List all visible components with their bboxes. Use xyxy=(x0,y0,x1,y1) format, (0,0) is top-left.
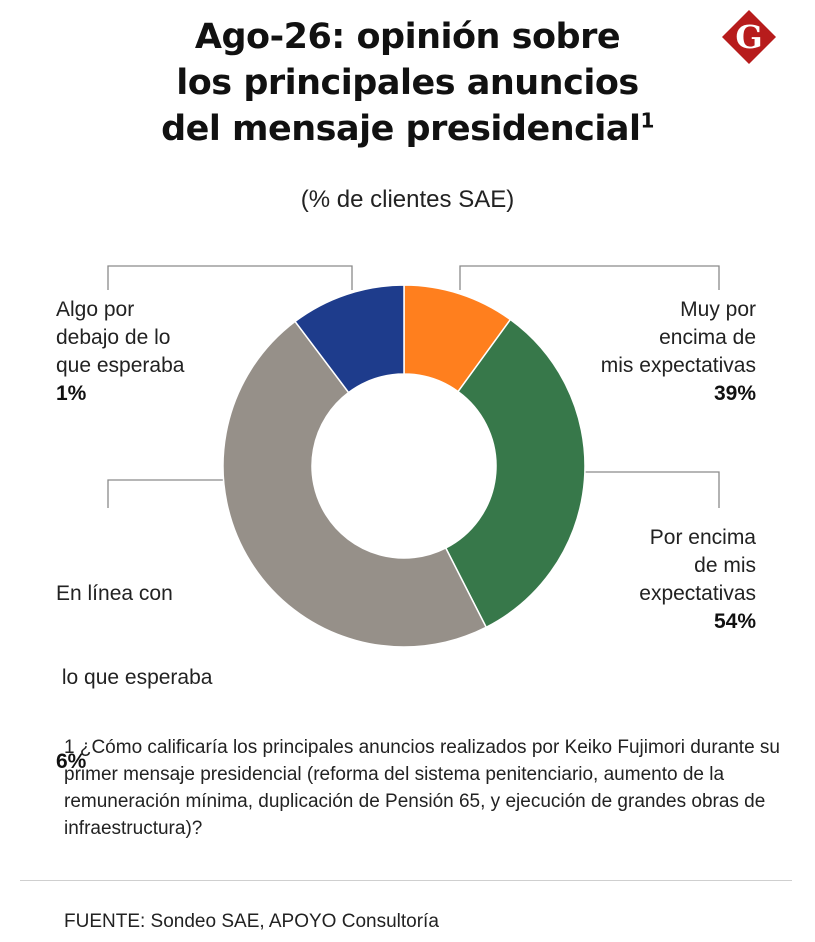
label-muy-por-encima: Muy por encima de mis expectativas 39% xyxy=(560,296,756,408)
donut-slice-54pct xyxy=(444,318,586,629)
label-line: debajo de lo xyxy=(56,326,171,349)
connector-line xyxy=(459,265,720,290)
label-en-linea: En línea con lo que esperaba 6% xyxy=(56,524,212,804)
label-line: que esperaba xyxy=(56,354,185,377)
data-label-39pct: 39% xyxy=(713,382,756,405)
title-line-3-text: del mensaje presidencial xyxy=(161,109,641,149)
data-label-54pct: 54% xyxy=(713,610,756,633)
divider xyxy=(20,880,792,881)
connector-line xyxy=(107,265,353,290)
label-line: mis expectativas xyxy=(600,354,756,377)
title-line-1: Ago-26: opinión sobre xyxy=(194,17,621,57)
label-line: expectativas xyxy=(639,582,756,605)
label-line: lo que esperaba xyxy=(56,666,213,689)
logo-diamond xyxy=(722,10,776,64)
connector-line xyxy=(585,471,720,508)
title-footnote-mark: 1 xyxy=(640,108,655,133)
logo-letter: G xyxy=(735,18,762,56)
donut-slice-6pct xyxy=(222,320,488,648)
title-line-2: los principales anuncios xyxy=(176,63,639,103)
data-label-1pct: 1% xyxy=(56,382,87,405)
donut-chart xyxy=(107,265,720,648)
label-line: Por encima xyxy=(649,526,756,549)
chart-title: Ago-26: opinión sobre los principales an… xyxy=(0,14,815,152)
donut-slice-1pct xyxy=(294,284,405,394)
footnote: 1 ¿Cómo calificaría los principales anun… xyxy=(64,737,780,839)
chart-subtitle: (% de clientes SAE) xyxy=(300,186,515,213)
title-line-3: del mensaje presidencial1 xyxy=(0,106,815,152)
donut-slices xyxy=(222,284,586,648)
label-algo-por-debajo: Algo por debajo de lo que esperaba 1% xyxy=(56,296,184,408)
label-line: Algo por xyxy=(56,298,135,321)
brand-logo-icon: G xyxy=(720,8,778,66)
label-line: de mis xyxy=(694,554,756,577)
label-por-encima: Por encima de mis expectativas 54% xyxy=(560,524,756,636)
label-connectors xyxy=(107,265,720,508)
connector-line xyxy=(107,479,228,508)
label-line: En línea con xyxy=(56,582,173,605)
label-line: encima de xyxy=(659,326,756,349)
source-note: FUENTE: Sondeo SAE, APOYO Consultoría xyxy=(64,911,439,932)
data-label-6pct: 6% xyxy=(56,750,87,773)
label-line: Muy por xyxy=(680,298,756,321)
